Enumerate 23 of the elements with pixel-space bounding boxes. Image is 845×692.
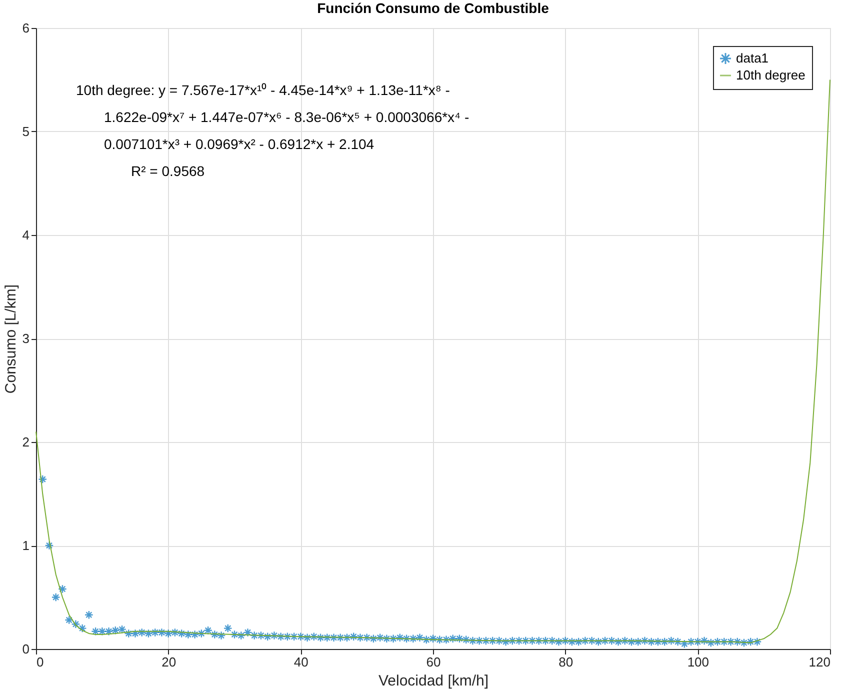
y-axis-title: Consumo [L/km]	[2, 284, 20, 394]
x-tick-label: 120	[808, 654, 830, 670]
y-tick-label: 2	[22, 434, 30, 450]
y-tick-label: 0	[22, 642, 30, 656]
y-tick-label: 4	[22, 228, 30, 242]
annotation: 10th degree: y = 7.567e-17*x¹⁰ - 4.45e-14*x⁹ + 1.13e-11*x⁸ -	[76, 82, 450, 98]
x-tick-label: 100	[687, 654, 710, 670]
y-tick-label: 5	[22, 124, 30, 139]
legend-label: 10th degree	[736, 68, 806, 82]
x-tick-label: 20	[162, 654, 176, 670]
annotation: 0.007101*x³ + 0.0969*x² - 0.6912*x + 2.104	[104, 136, 374, 152]
legend-label: data1	[736, 50, 769, 66]
y-tick-label: 3	[22, 331, 30, 346]
x-tick-label: 40	[294, 654, 308, 670]
x-tick-label: 60	[426, 654, 441, 670]
x-axis-title: Velocidad [km/h]	[378, 672, 489, 690]
annotation: R² = 0.9568	[131, 163, 205, 179]
y-tick-label: 1	[22, 538, 30, 553]
x-tick-label: 0	[36, 654, 44, 670]
x-tick-label: 80	[558, 654, 574, 670]
chart-title: Función Consumo de Combustible	[317, 0, 550, 16]
y-tick-label: 6	[22, 20, 30, 36]
annotation: 1.622e-09*x⁷ + 1.447e-07*x⁶ - 8.3e-06*x⁵ + 0.0003066*x⁴ -	[104, 109, 470, 125]
